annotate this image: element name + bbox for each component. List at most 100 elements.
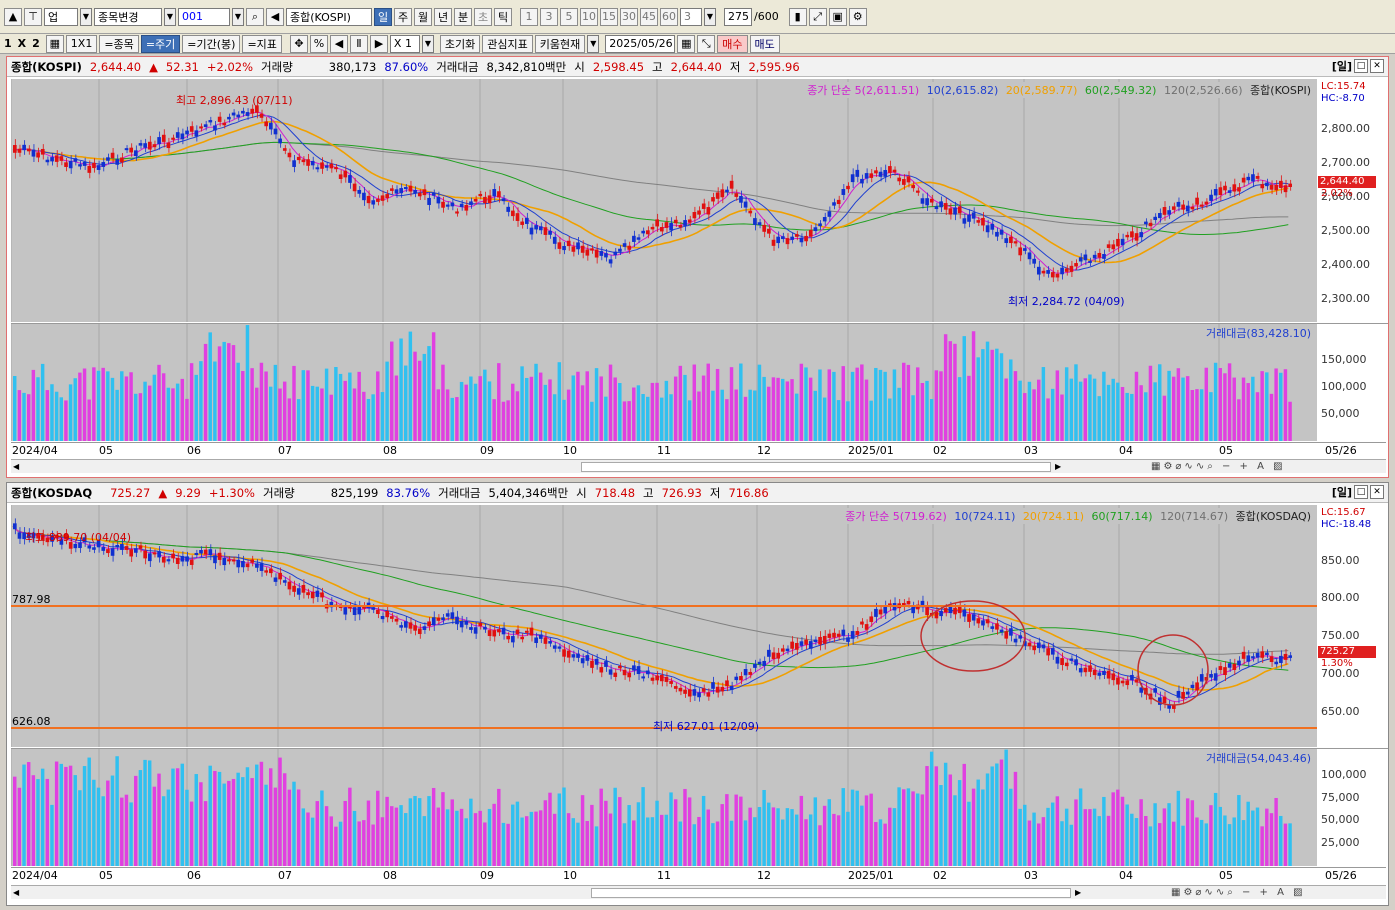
volume-bar [590, 804, 594, 866]
candle [464, 204, 469, 211]
grid-1x1-button[interactable]: 1X1 [65, 34, 98, 53]
volume-bar [683, 374, 687, 441]
interval-60-button[interactable]: 60 [660, 7, 678, 26]
prev-icon[interactable]: ◀ [329, 34, 348, 53]
percent-button[interactable]: % [309, 34, 328, 53]
candle [1237, 187, 1241, 192]
kosdaq-price-chart[interactable]: 종가 단순 5(719.62) 10(724.11) 20(724.11) 60… [11, 505, 1317, 747]
range-button[interactable]: =기간(봉) [182, 34, 241, 53]
candle [962, 218, 967, 224]
scroll-thumb[interactable] [591, 887, 1071, 898]
close-icon[interactable]: ✕ [1370, 59, 1384, 73]
zoom-select[interactable]: X 1 [389, 34, 420, 53]
grid-icon[interactable]: ▦ [45, 34, 64, 53]
kospi-scrollbar[interactable]: ◀ ▶ ▦⚙⌀∿∿⌕ − + A ▨ [11, 459, 1386, 473]
candle [45, 537, 50, 543]
sell-button[interactable]: 매도 [749, 34, 780, 53]
watch-indicator-button[interactable]: 관심지표 [482, 34, 533, 53]
pause-icon[interactable]: Ⅱ [349, 34, 368, 53]
candle [1232, 663, 1237, 670]
layout-1[interactable]: 1 [4, 37, 12, 50]
layout-x[interactable]: X [17, 37, 27, 50]
candle [790, 236, 794, 240]
period-minute-button[interactable]: 분 [454, 7, 472, 26]
calendar-icon[interactable]: ▦ [677, 34, 696, 53]
period-tick-button[interactable]: 틱 [494, 7, 512, 26]
candle [1223, 185, 1227, 191]
sound-icon[interactable]: ◀ [266, 7, 284, 26]
chevron-down-icon[interactable]: ▼ [232, 7, 244, 26]
volume-bar [683, 788, 687, 866]
reset-button[interactable]: 초기화 [439, 34, 481, 53]
interval-30-button[interactable]: 30 [620, 7, 638, 26]
volume-bar [464, 818, 468, 866]
candle [450, 612, 455, 619]
volume-bar [715, 821, 720, 866]
period-week-button[interactable]: 주 [394, 7, 412, 26]
candle [1260, 651, 1265, 658]
interval-1-button[interactable]: 1 [520, 7, 538, 26]
maximize-icon[interactable]: □ [1354, 485, 1368, 499]
chevron-down-icon[interactable]: ▼ [80, 7, 92, 26]
chevron-down-icon[interactable]: ▼ [704, 7, 716, 26]
indicator-icon[interactable]: ▮ [788, 7, 807, 26]
top-icon[interactable]: ⊤ [24, 7, 42, 26]
candle [943, 203, 948, 210]
interval-10-button[interactable]: 10 [580, 7, 598, 26]
volume-bar [566, 389, 571, 441]
volume-bar [701, 795, 706, 866]
date-input[interactable]: 2025/05/26 [605, 34, 676, 53]
volume-bar [129, 372, 133, 441]
period-day-button[interactable]: 일 [374, 7, 392, 26]
count-input[interactable]: 275 [724, 7, 752, 26]
volume-bar [50, 804, 54, 866]
candle [352, 183, 357, 192]
buy-button[interactable]: 매수 [717, 34, 748, 53]
period-month-button[interactable]: 월 [414, 7, 432, 26]
maximize-icon[interactable]: □ [1354, 59, 1368, 73]
kospi-price-chart[interactable]: 종가 단순 5(2,611.51) 10(2,615.82) 20(2,589.… [11, 79, 1317, 322]
interval-15-button[interactable]: 15 [600, 7, 618, 26]
scroll-thumb[interactable] [581, 461, 1051, 472]
crosshair-icon[interactable]: ✥ [289, 34, 308, 53]
stock-button[interactable]: =종목 [99, 34, 139, 53]
search-icon[interactable]: ⌕ [246, 7, 264, 26]
kosdaq-volume-chart[interactable]: 거래대금(54,043.46) [11, 748, 1317, 866]
volume-bar [999, 759, 1004, 866]
link-icon[interactable]: ⤡ [697, 34, 716, 53]
candle [26, 532, 31, 538]
kiwoom-current-button[interactable]: 키움현재 [534, 34, 586, 53]
chevron-down-icon[interactable]: ▼ [587, 34, 600, 53]
stock-change-select[interactable]: 종목변경 [94, 7, 162, 26]
candle [1167, 704, 1171, 709]
interval-5-button[interactable]: 5 [560, 7, 578, 26]
volume-bar [250, 778, 254, 866]
interval-3-button[interactable]: 3 [540, 7, 558, 26]
gear-icon[interactable]: ⚙ [848, 7, 867, 26]
trend-icon[interactable]: ⤢ [808, 7, 827, 26]
candle [692, 689, 697, 696]
close-icon[interactable]: ✕ [1370, 485, 1384, 499]
period-second-button[interactable]: 초 [474, 7, 492, 26]
volume-bar [669, 792, 673, 866]
interval-select[interactable]: 3 [680, 7, 702, 26]
chevron-down-icon[interactable]: ▼ [421, 34, 434, 53]
next-icon[interactable]: ▶ [369, 34, 388, 53]
kosdaq-scrollbar[interactable]: ◀ ▶ ▦⚙⌀∿∿⌕ − + A ▨ [11, 885, 1386, 899]
save-icon[interactable]: ▣ [828, 7, 847, 26]
chevron-down-icon[interactable]: ▼ [164, 7, 176, 26]
period-button[interactable]: =주기 [140, 34, 181, 53]
volume-bar [664, 814, 669, 866]
candle [906, 176, 911, 183]
layout-2[interactable]: 2 [32, 37, 40, 50]
pin-icon[interactable]: ▲ [4, 7, 22, 26]
volume-bar [538, 372, 543, 441]
volume-bar [450, 397, 454, 441]
volume-bar [571, 818, 575, 866]
code-input[interactable]: 001 [178, 7, 230, 26]
indicator-button[interactable]: =지표 [242, 34, 282, 53]
interval-45-button[interactable]: 45 [640, 7, 658, 26]
kospi-volume-chart[interactable]: 거래대금(83,428.10) [11, 323, 1317, 441]
period-year-button[interactable]: 년 [434, 7, 452, 26]
market-type-select[interactable]: 업 [44, 7, 78, 26]
